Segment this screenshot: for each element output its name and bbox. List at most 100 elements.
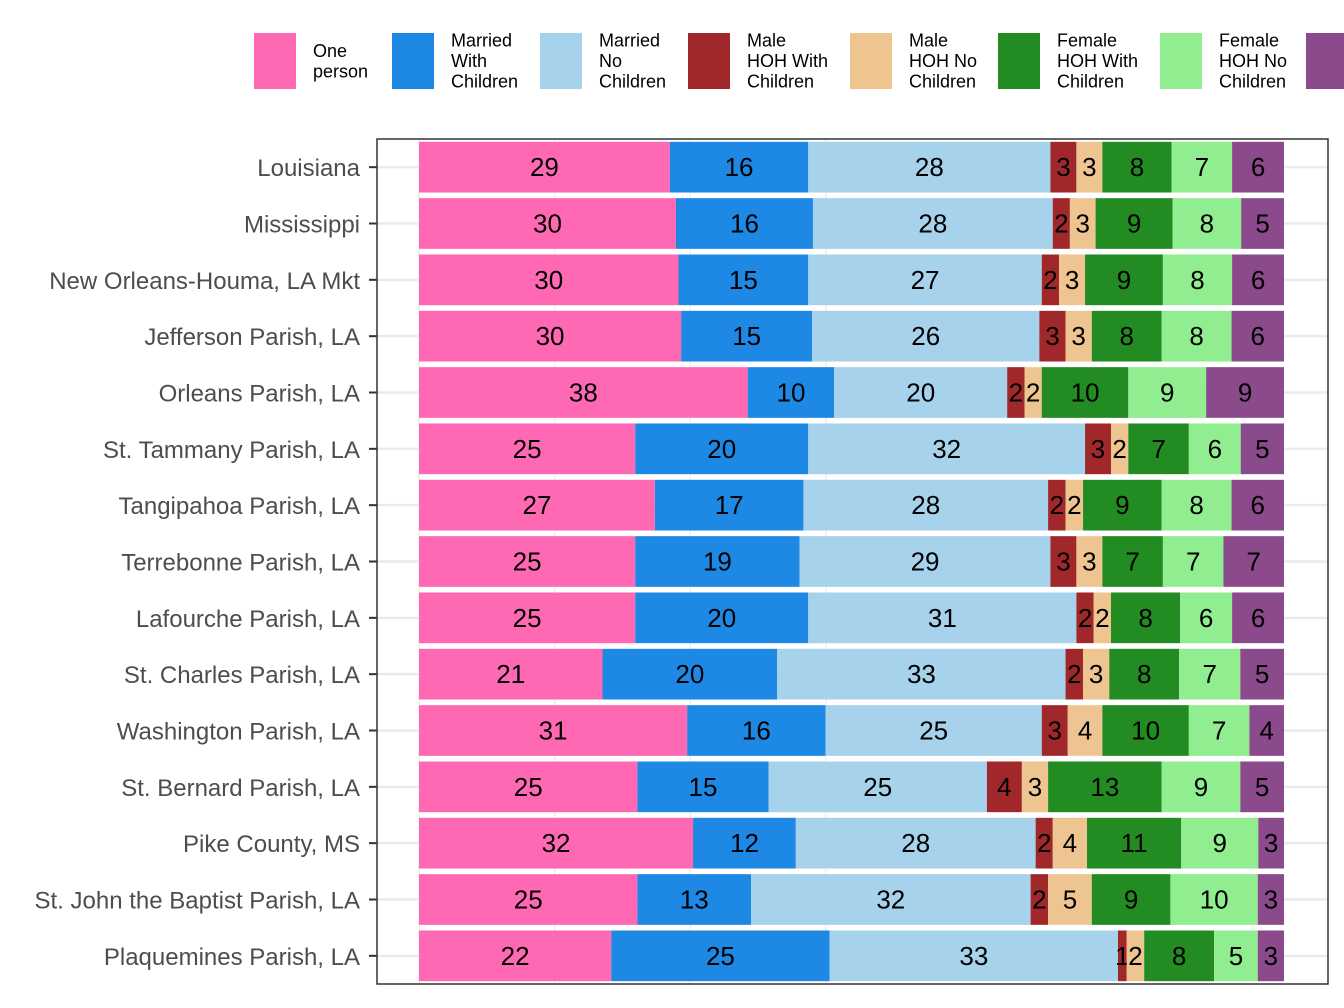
bar-segment-female-hoh-no-children bbox=[1181, 817, 1259, 869]
bar-segment-non-family bbox=[1223, 536, 1284, 587]
bar-segment-male-hoh-with-children bbox=[1030, 874, 1049, 925]
data-label: 7 bbox=[1202, 659, 1216, 689]
bar-segment-female-hoh-no-children bbox=[1214, 930, 1258, 982]
y-tick-label: Tangipahoa Parish, LA bbox=[119, 493, 361, 520]
data-label: 16 bbox=[742, 716, 771, 746]
bar-segment-non-family bbox=[1232, 254, 1284, 306]
data-label: 13 bbox=[1090, 772, 1119, 802]
bar-segment-married-with-children bbox=[602, 648, 778, 700]
data-label: 6 bbox=[1251, 603, 1265, 633]
data-label: 7 bbox=[1151, 434, 1165, 464]
bar-segment-female-hoh-with-children bbox=[1102, 141, 1172, 193]
bar-segment-male-hoh-with-children bbox=[1065, 648, 1084, 700]
bar-segment-male-hoh-no-children bbox=[1048, 874, 1092, 925]
bar-segment-male-hoh-no-children bbox=[1069, 198, 1096, 249]
data-label: 32 bbox=[542, 828, 571, 858]
y-tick-label: Lafourche Parish, LA bbox=[136, 606, 360, 633]
data-label: 3 bbox=[1045, 321, 1059, 351]
data-label: 4 bbox=[1063, 828, 1077, 858]
y-tick-label: Terrebonne Parish, LA bbox=[121, 550, 360, 577]
data-label: 3 bbox=[1082, 547, 1096, 577]
bar-segment-male-hoh-with-children bbox=[1117, 930, 1127, 982]
legend-label: Married No Children bbox=[599, 31, 666, 92]
bar-segment-male-hoh-with-children bbox=[1048, 479, 1066, 531]
bar-segment-male-hoh-with-children bbox=[1050, 536, 1077, 587]
bar-segment-non-family bbox=[1249, 705, 1284, 756]
bar-segment-female-hoh-no-children bbox=[1180, 592, 1233, 644]
y-tick-label: Jefferson Parish, LA bbox=[144, 324, 360, 351]
bar-segment-one-person bbox=[419, 367, 748, 418]
data-label: 25 bbox=[919, 716, 948, 746]
legend-key bbox=[254, 33, 296, 89]
data-label: 1 bbox=[1115, 941, 1129, 971]
legend-label: Female HOH No Children bbox=[1219, 31, 1287, 92]
data-label: 3 bbox=[1091, 434, 1105, 464]
data-label: 25 bbox=[706, 941, 735, 971]
bar-segment-male-hoh-no-children bbox=[1126, 930, 1145, 982]
data-label: 32 bbox=[876, 885, 905, 915]
data-label: 6 bbox=[1208, 434, 1222, 464]
data-label: 30 bbox=[533, 209, 562, 239]
legend-key bbox=[1306, 33, 1344, 89]
bar-segment-female-hoh-no-children bbox=[1171, 141, 1233, 193]
bar-row-orleans-parish-la: 38 10 20 2 2 10 9 9 bbox=[419, 367, 1284, 418]
bar-row-st-bernard-parish-la: 25 15 25 4 3 13 9 5 bbox=[419, 761, 1284, 813]
bar-segment-married-with-children bbox=[637, 761, 769, 813]
bar-segment-one-person bbox=[419, 592, 636, 644]
bar-segment-male-hoh-with-children bbox=[1041, 254, 1060, 306]
bar-row-mississippi: 30 16 28 2 3 9 8 5 bbox=[419, 198, 1284, 249]
data-label: 8 bbox=[1119, 321, 1133, 351]
bar-segment-female-hoh-no-children bbox=[1161, 479, 1232, 531]
data-label: 2 bbox=[1050, 490, 1064, 520]
data-label: 10 bbox=[1200, 885, 1229, 915]
data-label: 9 bbox=[1238, 378, 1252, 408]
data-label: 2 bbox=[1078, 603, 1092, 633]
y-tick-label: St. John the Baptist Parish, LA bbox=[34, 888, 360, 915]
bar-segment-female-hoh-with-children bbox=[1109, 648, 1180, 700]
data-label: 25 bbox=[513, 603, 542, 633]
bar-segment-married-with-children bbox=[635, 423, 809, 475]
data-label: 30 bbox=[534, 265, 563, 295]
bar-segment-male-hoh-with-children bbox=[1035, 817, 1053, 869]
bar-segment-female-hoh-no-children bbox=[1188, 705, 1250, 756]
bar-segment-married-no-children bbox=[808, 141, 1051, 193]
bar-segment-married-no-children bbox=[812, 310, 1040, 362]
bar-segment-married-with-children bbox=[693, 817, 796, 869]
data-label: 7 bbox=[1212, 716, 1226, 746]
bar-segment-female-hoh-with-children bbox=[1083, 479, 1162, 531]
data-label: 29 bbox=[911, 547, 940, 577]
bar-segment-married-with-children bbox=[611, 930, 830, 982]
data-label: 20 bbox=[707, 434, 736, 464]
legend-key bbox=[392, 33, 434, 89]
bar-segment-married-with-children bbox=[678, 254, 809, 306]
bar-segment-male-hoh-no-children bbox=[1067, 705, 1103, 756]
y-tick-label: St. Charles Parish, LA bbox=[124, 662, 360, 689]
data-label: 2 bbox=[1067, 659, 1081, 689]
data-label: 6 bbox=[1251, 152, 1265, 182]
data-label: 3 bbox=[1071, 321, 1085, 351]
data-label: 28 bbox=[915, 152, 944, 182]
data-label: 6 bbox=[1199, 603, 1213, 633]
data-label: 28 bbox=[901, 828, 930, 858]
bar-segment-male-hoh-no-children bbox=[1021, 761, 1049, 813]
data-label: 9 bbox=[1194, 772, 1208, 802]
bar-segment-married-no-children bbox=[825, 705, 1042, 756]
bar-segment-one-person bbox=[419, 705, 688, 756]
data-label: 8 bbox=[1130, 152, 1144, 182]
bar-row-jefferson-parish-la: 30 15 26 3 3 8 8 6 bbox=[419, 310, 1284, 362]
data-label: 5 bbox=[1063, 885, 1077, 915]
bar-segment-male-hoh-no-children bbox=[1111, 423, 1129, 475]
bar-segment-female-hoh-with-children bbox=[1128, 423, 1189, 475]
data-label: 3 bbox=[1056, 547, 1070, 577]
bar-segment-married-no-children bbox=[777, 648, 1066, 700]
bar-segment-one-person bbox=[419, 648, 603, 700]
data-label: 5 bbox=[1229, 941, 1243, 971]
legend-item-one-person: One person bbox=[254, 33, 368, 89]
bar-segment-male-hoh-no-children bbox=[1024, 367, 1042, 418]
data-label: 25 bbox=[514, 885, 543, 915]
data-label: 2 bbox=[1112, 434, 1126, 464]
legend-item-male-hoh-with-children: Male HOH With Children bbox=[688, 31, 828, 92]
bar-segment-married-no-children bbox=[812, 198, 1053, 249]
data-label: 3 bbox=[1065, 265, 1079, 295]
legend-item-male-hoh-no-children: Male HOH No Children bbox=[850, 31, 977, 92]
